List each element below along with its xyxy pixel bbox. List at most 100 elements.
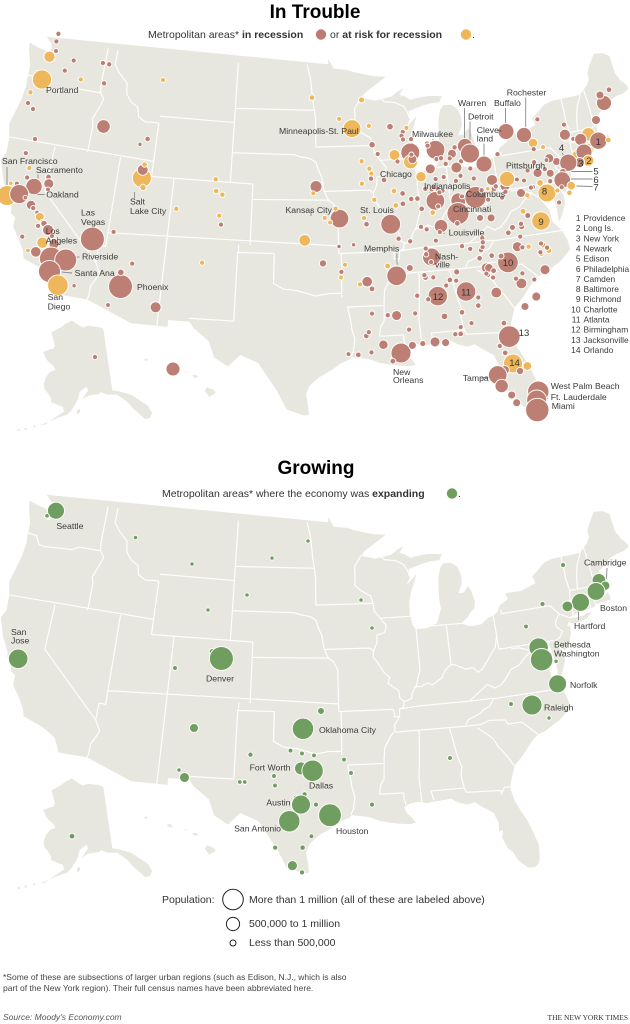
svg-text:Philadelphia: Philadelphia bbox=[584, 264, 630, 274]
svg-text:Growing: Growing bbox=[277, 458, 354, 479]
svg-text:Jacksonville: Jacksonville bbox=[584, 335, 629, 345]
svg-text:Camden: Camden bbox=[584, 274, 616, 284]
svg-text:2: 2 bbox=[586, 156, 591, 167]
svg-text:Santa Ana: Santa Ana bbox=[75, 268, 115, 278]
svg-text:Rochester: Rochester bbox=[507, 88, 547, 98]
svg-text:Los: Los bbox=[46, 226, 61, 236]
svg-text:Ft. Lauderdale: Ft. Lauderdale bbox=[551, 392, 607, 402]
svg-text:12: 12 bbox=[571, 325, 581, 335]
svg-text:Nash-: Nash- bbox=[435, 252, 458, 262]
svg-text:Raleigh: Raleigh bbox=[544, 703, 574, 713]
svg-text:New: New bbox=[393, 367, 411, 377]
svg-text:Less than 500,000: Less than 500,000 bbox=[249, 937, 336, 949]
svg-text:Boston: Boston bbox=[600, 603, 627, 613]
svg-text:THE NEW YORK TIMES: THE NEW YORK TIMES bbox=[548, 1013, 628, 1022]
svg-text:Angeles: Angeles bbox=[46, 236, 78, 246]
svg-text:9: 9 bbox=[576, 294, 581, 304]
svg-text:Newark: Newark bbox=[584, 243, 613, 253]
svg-text:3: 3 bbox=[576, 233, 581, 243]
svg-text:Lake City: Lake City bbox=[130, 206, 167, 216]
svg-text:13: 13 bbox=[571, 335, 581, 345]
svg-text:12: 12 bbox=[433, 292, 444, 303]
svg-text:ville: ville bbox=[435, 260, 450, 270]
svg-text:4: 4 bbox=[576, 243, 581, 253]
svg-text:8: 8 bbox=[576, 284, 581, 294]
svg-text:St. Louis: St. Louis bbox=[360, 205, 394, 215]
svg-text:11: 11 bbox=[461, 288, 471, 299]
svg-text:Source: Moody's Economy.com: Source: Moody's Economy.com bbox=[3, 1012, 122, 1022]
svg-text:Detroit: Detroit bbox=[468, 112, 494, 122]
svg-text:9: 9 bbox=[538, 217, 543, 228]
svg-text:Vegas: Vegas bbox=[81, 217, 106, 227]
svg-text:Long Is.: Long Is. bbox=[584, 223, 614, 233]
svg-text:Kansas City: Kansas City bbox=[286, 205, 333, 215]
svg-text:New York: New York bbox=[584, 233, 620, 243]
svg-text:10: 10 bbox=[571, 304, 581, 314]
svg-text:Sacramento: Sacramento bbox=[36, 165, 83, 175]
svg-text:Louisville: Louisville bbox=[449, 228, 485, 238]
svg-text:13: 13 bbox=[519, 328, 530, 339]
svg-text:Columbus: Columbus bbox=[466, 189, 506, 199]
svg-text:Memphis: Memphis bbox=[364, 244, 400, 254]
svg-text:Pittsburgh: Pittsburgh bbox=[506, 161, 545, 171]
svg-text:Miami: Miami bbox=[552, 401, 575, 411]
svg-text:Orleans: Orleans bbox=[393, 375, 424, 385]
svg-text:West Palm Beach: West Palm Beach bbox=[551, 381, 620, 391]
svg-text:10: 10 bbox=[503, 258, 514, 269]
svg-text:Washington: Washington bbox=[554, 649, 600, 659]
svg-text:Bethesda: Bethesda bbox=[554, 640, 591, 650]
svg-text:.: . bbox=[472, 29, 475, 41]
svg-text:Atlanta: Atlanta bbox=[584, 315, 610, 325]
svg-text:Las: Las bbox=[81, 208, 96, 218]
svg-text:Population:: Population: bbox=[162, 894, 215, 906]
svg-text:Riverside: Riverside bbox=[82, 252, 118, 262]
svg-text:Phoenix: Phoenix bbox=[137, 282, 169, 292]
svg-text:Richmond: Richmond bbox=[584, 294, 622, 304]
svg-text:6: 6 bbox=[576, 264, 581, 274]
svg-text:Edison: Edison bbox=[584, 254, 610, 264]
svg-text:Warren: Warren bbox=[458, 98, 486, 108]
svg-text:Orlando: Orlando bbox=[584, 345, 614, 355]
svg-text:Denver: Denver bbox=[206, 674, 234, 684]
svg-text:Cincinnati: Cincinnati bbox=[453, 204, 491, 214]
svg-text:Norfolk: Norfolk bbox=[570, 680, 598, 690]
svg-text:5: 5 bbox=[576, 254, 581, 264]
svg-text:land: land bbox=[477, 134, 494, 144]
svg-text:Chicago: Chicago bbox=[380, 169, 412, 179]
svg-text:Jose: Jose bbox=[11, 635, 30, 645]
svg-text:San Antonio: San Antonio bbox=[234, 824, 281, 834]
svg-text:2: 2 bbox=[576, 223, 581, 233]
svg-text:or at risk for recession: or at risk for recession bbox=[330, 29, 442, 41]
svg-text:Milwaukee: Milwaukee bbox=[412, 129, 453, 139]
svg-text:14: 14 bbox=[571, 345, 581, 355]
svg-text:6: 6 bbox=[593, 175, 598, 186]
svg-text:Providence: Providence bbox=[584, 213, 626, 223]
svg-text:Buffalo: Buffalo bbox=[494, 98, 521, 108]
svg-text:San: San bbox=[11, 627, 27, 637]
svg-text:part of the New York region).: part of the New York region). Their full… bbox=[3, 983, 313, 993]
svg-text:Cleve-: Cleve- bbox=[477, 125, 502, 135]
svg-text:Minneapolis-St. Paul: Minneapolis-St. Paul bbox=[279, 126, 359, 136]
svg-text:3: 3 bbox=[578, 159, 583, 170]
svg-text:San: San bbox=[48, 292, 64, 302]
svg-text:Indianapolis: Indianapolis bbox=[424, 181, 471, 191]
svg-text:500,000 to 1 million: 500,000 to 1 million bbox=[249, 918, 340, 930]
svg-text:Seattle: Seattle bbox=[56, 521, 83, 531]
svg-text:1: 1 bbox=[596, 137, 601, 148]
svg-text:Metropolitan areas* where the: Metropolitan areas* where the economy wa… bbox=[162, 488, 425, 500]
svg-text:Portland: Portland bbox=[46, 85, 79, 95]
svg-text:Birmingham: Birmingham bbox=[584, 325, 629, 335]
svg-text:Salt: Salt bbox=[130, 197, 146, 207]
svg-text:In Trouble: In Trouble bbox=[270, 2, 361, 23]
svg-text:14: 14 bbox=[509, 358, 520, 369]
svg-text:Metropolitan areas* in recessi: Metropolitan areas* in recession bbox=[148, 29, 303, 41]
svg-text:More than 1 million (all of th: More than 1 million (all of these are la… bbox=[249, 894, 485, 906]
svg-text:Dallas: Dallas bbox=[309, 781, 334, 791]
svg-text:Hartford: Hartford bbox=[574, 621, 606, 631]
svg-text:7: 7 bbox=[576, 274, 581, 284]
svg-text:Cambridge: Cambridge bbox=[584, 558, 627, 568]
svg-text:.: . bbox=[458, 488, 461, 500]
svg-text:San Francisco: San Francisco bbox=[2, 156, 58, 166]
svg-text:8: 8 bbox=[542, 187, 547, 198]
svg-text:Oklahoma City: Oklahoma City bbox=[319, 725, 377, 735]
